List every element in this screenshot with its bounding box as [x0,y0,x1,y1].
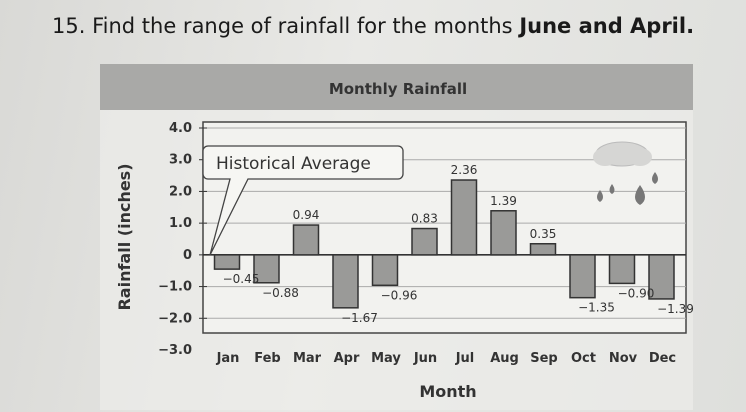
callout-bubble [202,145,404,256]
y-tick-label: −3.0 [158,343,192,358]
value-label: −0.45 [223,272,260,286]
chart-title: Monthly Rainfall [329,80,467,98]
bar-sep [529,243,557,256]
y-tick-label: −2.0 [158,311,192,326]
question-bold: June and April. [519,14,695,38]
historical-average-label: Historical Average [216,154,371,174]
value-label: 2.36 [451,163,478,177]
bar-apr [332,254,359,309]
value-label: −1.39 [657,302,694,316]
x-axis-label: Month [419,382,476,401]
rain-cloud-icon [593,141,658,205]
y-tick-label: 4.0 [169,121,192,136]
x-tick-label: Mar [293,351,322,366]
y-axis-label: Rainfall (inches) [115,163,134,310]
x-tick-label: Oct [571,351,596,366]
bar-aug [490,210,517,256]
x-tick-label: May [371,351,401,366]
x-tick-label: Feb [254,351,280,366]
x-tick-label: Sep [530,351,558,366]
bar-mar [292,224,320,256]
value-label: −1.35 [578,301,615,315]
x-tick-label: Jan [216,351,240,366]
value-label: −0.96 [381,288,418,302]
y-tick-label: 2.0 [169,184,192,199]
bar-nov [608,254,636,285]
bar-jun [411,227,438,256]
value-label: 1.39 [490,194,517,208]
x-tick-label: Jun [413,351,437,366]
value-label: −0.88 [262,286,299,300]
value-label: −0.90 [618,286,655,300]
question-body: Find the range of rainfall for the month… [92,14,520,38]
value-label: 0.83 [411,212,438,226]
value-label: −1.67 [341,311,378,325]
y-tick-label: 3.0 [169,153,192,168]
x-tick-label: Dec [649,351,676,366]
value-label: 0.35 [530,227,557,241]
y-tick-label: −1.0 [158,280,192,295]
chart-header-band [100,64,693,110]
bar-may [371,254,399,287]
x-tick-label: Nov [609,351,638,366]
y-tick-label: 1.0 [169,216,192,231]
value-label: 0.94 [293,208,320,222]
bar-jul [450,179,478,256]
x-tick-label: Jul [455,351,475,366]
bar-dec [648,254,675,300]
y-tick-label: 0 [183,248,192,263]
bar-feb [253,254,280,284]
question-number: 15. [52,14,86,38]
bar-jan [213,254,241,270]
question-text: 15. Find the range of rainfall for the m… [52,14,694,38]
historical-average-callout: Historical Average [202,145,404,256]
x-tick-label: Aug [490,351,519,366]
x-tick-label: Apr [334,351,360,366]
bar-oct [569,254,596,299]
